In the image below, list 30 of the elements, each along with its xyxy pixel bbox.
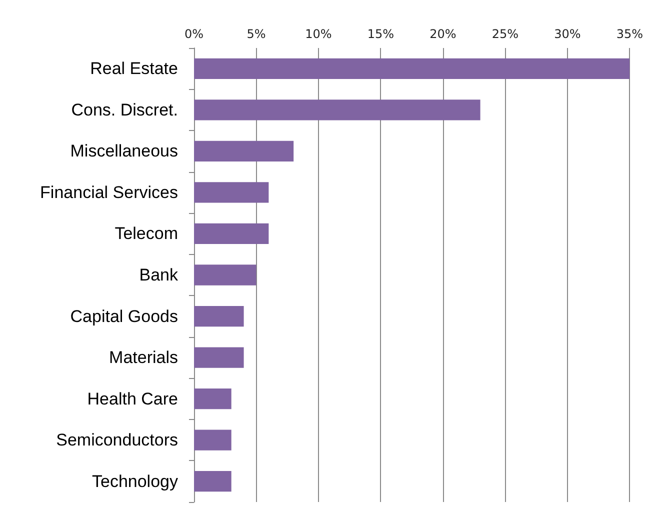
y-tick-label: Capital Goods	[70, 306, 178, 326]
bar	[194, 430, 232, 450]
y-tick-label: Telecom	[114, 224, 178, 244]
bar	[194, 264, 256, 286]
y-tick-label: Miscellaneous	[70, 142, 178, 161]
bar	[194, 100, 480, 120]
y-tick-label: Materials	[109, 348, 178, 368]
bar	[194, 306, 244, 327]
y-tick-label: Semiconductors	[56, 430, 178, 450]
y-tick-label: Technology	[92, 472, 178, 491]
bar	[194, 58, 630, 79]
y-tick-label: Cons. Discret.	[71, 100, 178, 120]
x-tick-label: 0%	[184, 27, 204, 41]
x-tick-label: 35%	[616, 27, 643, 41]
y-tick-label: Real Estate	[90, 59, 178, 78]
y-tick-label: Health Care	[87, 389, 178, 408]
bar	[194, 347, 244, 368]
x-tick-label: 10%	[305, 27, 332, 41]
bar	[194, 182, 269, 203]
x-tick-label: 20%	[430, 27, 456, 41]
x-tick-label: 15%	[367, 27, 394, 41]
bar	[194, 223, 269, 244]
bar	[194, 471, 232, 492]
bar	[194, 388, 232, 410]
x-tick-label: 30%	[554, 27, 581, 41]
y-tick-label: Bank	[139, 266, 178, 284]
bar	[194, 140, 294, 162]
x-tick-label: 5%	[246, 27, 266, 41]
x-tick-label: 25%	[492, 27, 519, 41]
y-tick-label: Financial Services	[40, 182, 178, 202]
